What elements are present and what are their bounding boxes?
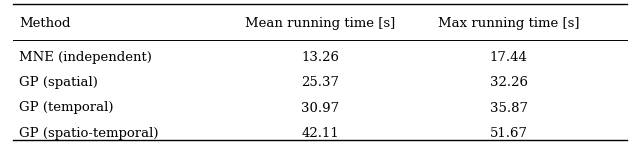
Text: 42.11: 42.11 — [301, 127, 339, 140]
Text: 35.87: 35.87 — [490, 102, 528, 114]
Text: Max running time [s]: Max running time [s] — [438, 17, 580, 30]
Text: GP (spatio-temporal): GP (spatio-temporal) — [19, 127, 159, 140]
Text: 13.26: 13.26 — [301, 51, 339, 64]
Text: Method: Method — [19, 17, 70, 30]
Text: 25.37: 25.37 — [301, 76, 339, 89]
Text: GP (spatial): GP (spatial) — [19, 76, 98, 89]
Text: 30.97: 30.97 — [301, 102, 339, 114]
Text: Mean running time [s]: Mean running time [s] — [245, 17, 395, 30]
Text: MNE (independent): MNE (independent) — [19, 51, 152, 64]
Text: 32.26: 32.26 — [490, 76, 528, 89]
Text: 17.44: 17.44 — [490, 51, 528, 64]
Text: GP (temporal): GP (temporal) — [19, 102, 114, 114]
Text: 51.67: 51.67 — [490, 127, 528, 140]
